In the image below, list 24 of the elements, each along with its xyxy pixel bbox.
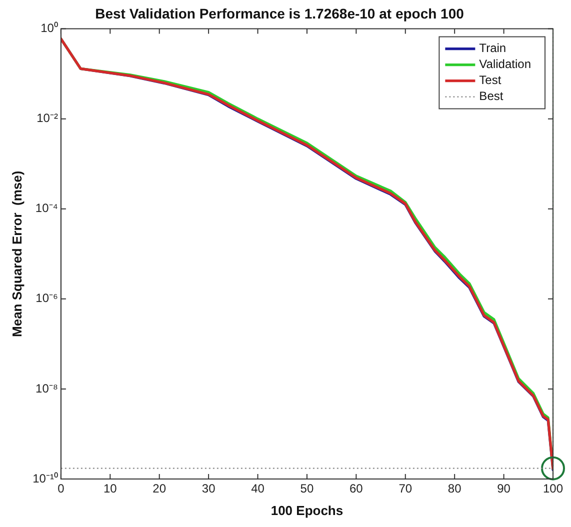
x-tick-label: 30 (202, 482, 216, 496)
legend-label: Test (479, 73, 502, 88)
legend-label: Validation (479, 57, 532, 72)
y-tick-label: 10⁻⁴ (35, 201, 58, 216)
y-tick-label: 10⁻² (36, 111, 58, 126)
x-tick-label: 90 (497, 482, 511, 496)
x-tick-label: 80 (448, 482, 462, 496)
x-tick-label: 60 (350, 482, 364, 496)
y-tick-label: 10⁻⁸ (36, 381, 58, 396)
x-axis-title: 100 Epochs (270, 502, 344, 518)
x-tick-label: 10 (103, 482, 118, 496)
x-tick-label: 20 (152, 482, 166, 496)
legend-label: Best (479, 89, 504, 104)
x-tick-label: 40 (251, 482, 265, 496)
chart-title: Best Validation Performance is 1.7268e-10 at epoch 100 (95, 5, 464, 22)
y-tick-label: 10⁻¹⁰ (32, 471, 58, 486)
legend-label: Train (479, 41, 506, 56)
x-tick-label: 50 (300, 482, 314, 496)
y-tick-label: 10⁰ (40, 21, 58, 36)
y-tick-label: 10⁻⁶ (36, 291, 58, 306)
x-tick-label: 0 (58, 482, 65, 496)
x-tick-label: 100 (542, 482, 564, 496)
x-tick-label: 70 (398, 482, 412, 496)
y-axis-title: Mean Squared Error (mse) (9, 170, 24, 337)
